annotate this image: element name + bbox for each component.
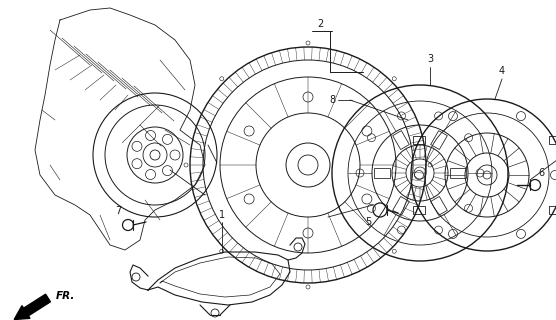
FancyArrow shape [14, 294, 51, 319]
Text: 4: 4 [499, 66, 505, 76]
Bar [549, 205, 556, 213]
Bar [393, 196, 409, 215]
Text: 5: 5 [365, 217, 371, 227]
Text: 1: 1 [219, 210, 225, 220]
Text: FR.: FR. [56, 291, 76, 301]
Text: 7: 7 [115, 206, 121, 216]
Bar [450, 168, 466, 178]
Text: 8: 8 [329, 95, 335, 105]
Bar [431, 196, 448, 215]
Text: 6: 6 [538, 168, 544, 178]
Bar [393, 131, 409, 149]
Bar [431, 131, 448, 149]
Bar [549, 137, 556, 145]
Bar [413, 137, 425, 145]
Text: 2: 2 [317, 19, 323, 29]
Bar [374, 168, 390, 178]
Text: 3: 3 [427, 54, 433, 64]
Bar [413, 205, 425, 213]
